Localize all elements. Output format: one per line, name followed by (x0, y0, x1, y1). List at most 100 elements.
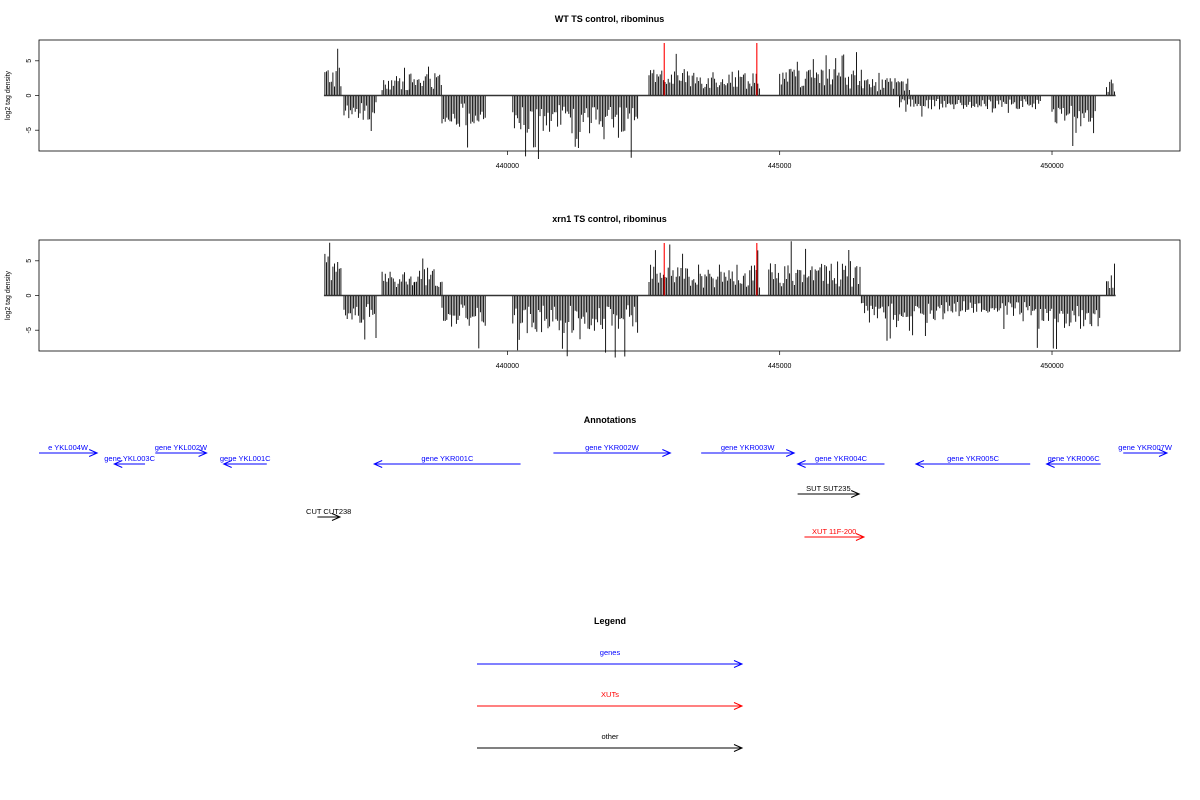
coverage-segment (942, 295, 1035, 329)
feature-label: gene YKL001C (220, 454, 271, 463)
coverage-bar-group (1051, 95, 1096, 146)
y-tick-label: -5 (26, 327, 33, 333)
feature-arrowhead (222, 460, 232, 468)
feature-label: gene YKR004C (815, 454, 868, 463)
legend-label: XUTs (601, 690, 619, 699)
coverage-bar-group (1035, 295, 1101, 349)
legend-label: other (601, 732, 619, 741)
legend-item: XUTs (477, 690, 744, 710)
feature-gene: gene YKR004C (796, 454, 885, 468)
y-tick-label: 5 (26, 59, 33, 63)
feature-arrowhead (88, 449, 99, 457)
x-tick-label: 440000 (496, 363, 519, 370)
feature-label: gene YKR007W (1118, 443, 1173, 452)
feature-arrowhead (855, 533, 866, 541)
coverage-bar-group (942, 295, 1035, 329)
coverage-bar-group (899, 95, 1041, 117)
feature-gene: gene YKR002W (553, 443, 672, 457)
x-tick-label: 450000 (1040, 163, 1063, 170)
coverage-bars (324, 48, 1115, 159)
coverage-bar-group (648, 53, 760, 96)
coverage-bar-group (441, 295, 486, 349)
feature-gene: gene YKR005C (914, 454, 1031, 468)
coverage-bar-group (768, 241, 861, 296)
coverage-segment (779, 52, 862, 96)
feature-arrowhead (112, 460, 123, 468)
feature-gene: gene YKL002W (155, 443, 208, 457)
coverage-segment (441, 295, 486, 349)
coverage-bar-group (860, 295, 944, 341)
legend: genes XUTs other (477, 648, 744, 752)
feature-label: e YKL004W (48, 443, 89, 452)
coverage-bar-group (1106, 263, 1115, 296)
feature-gene: gene YKL003C (104, 454, 156, 468)
feature-gene: gene YKR003W (701, 443, 796, 457)
coverage-segment (648, 244, 760, 296)
feature-arrowhead (733, 744, 744, 752)
feature-arrowhead (796, 460, 806, 468)
feature-arrowhead (1045, 460, 1055, 468)
feature-arrowhead (850, 490, 861, 498)
y-axis-label: log2 tag density (5, 270, 12, 320)
coverage-segment (1106, 79, 1115, 96)
feature-label: gene YKR001C (421, 454, 474, 463)
coverage-segment (381, 271, 415, 296)
y-tick-label: 0 (26, 293, 33, 297)
feature-arrowhead (198, 449, 208, 457)
feature-arrowhead (914, 460, 925, 468)
legend-arrow (477, 744, 744, 752)
legend-item: other (477, 732, 744, 752)
coverage-segment (1035, 295, 1101, 349)
legend-label: genes (600, 648, 621, 657)
y-tick-label: 5 (26, 259, 33, 263)
legend-title: Legend (594, 616, 626, 626)
coverage-segment (648, 53, 760, 96)
coverage-segment (512, 295, 639, 358)
coverage-segment (441, 95, 486, 148)
coverage-segment (343, 295, 377, 340)
feature-gene: gene YKL001C (220, 454, 271, 468)
coverage-bar-group (860, 72, 910, 96)
coverage-segment (414, 258, 443, 296)
panel-title: WT TS control, ribominus (555, 14, 665, 24)
feature-arrowhead (785, 449, 796, 457)
coverage-segment (324, 48, 342, 96)
panel-title: xrn1 TS control, ribominus (552, 214, 667, 224)
feature-label: gene YKL003C (104, 454, 155, 463)
feature-label: gene YKL002W (155, 443, 208, 452)
coverage-segment (899, 95, 1041, 117)
coverage-segment (768, 241, 861, 296)
feature-xut: XUT 11F-200 (804, 527, 866, 541)
coverage-segment (860, 72, 910, 96)
y-axis-label: log2 tag density (5, 70, 12, 120)
feature-label: XUT 11F-200 (812, 527, 856, 536)
coverage-bar-group (408, 66, 442, 96)
feature-label: CUT CUT238 (306, 507, 351, 516)
coverage-bar-group (648, 244, 760, 296)
feature-other: CUT CUT238 (306, 507, 351, 521)
feature-label: gene YKR003W (721, 443, 776, 452)
feature-gene: gene YKR001C (372, 454, 521, 468)
feature-arrowhead (733, 702, 744, 710)
coverage-bar-group (381, 271, 415, 296)
x-tick-label: 445000 (768, 363, 791, 370)
feature-other: SUT SUT235 (797, 484, 861, 498)
coverage-bar-group (512, 295, 639, 358)
feature-label: gene YKR006C (1048, 454, 1101, 463)
feature-arrowhead (662, 449, 672, 457)
legend-arrow (477, 702, 744, 710)
x-tick-label: 440000 (496, 163, 519, 170)
feature-arrowhead (1158, 449, 1169, 457)
coverage-bar-group (414, 258, 443, 296)
feature-label: SUT SUT235 (806, 484, 850, 493)
coverage-bar-group (324, 242, 342, 296)
feature-arrowhead (372, 460, 383, 468)
coverage-bar-group (512, 95, 639, 159)
coverage-panel-1: WT TS control, ribominus -5 0 5 log2 tag den… (5, 14, 1181, 170)
feature-gene: gene YKR007W (1118, 443, 1173, 457)
feature-gene: gene YKR006C (1045, 454, 1101, 468)
coverage-panel-2: xrn1 TS control, ribominus -5 0 5 log2 tag d… (5, 214, 1181, 370)
x-tick-label: 445000 (768, 163, 791, 170)
